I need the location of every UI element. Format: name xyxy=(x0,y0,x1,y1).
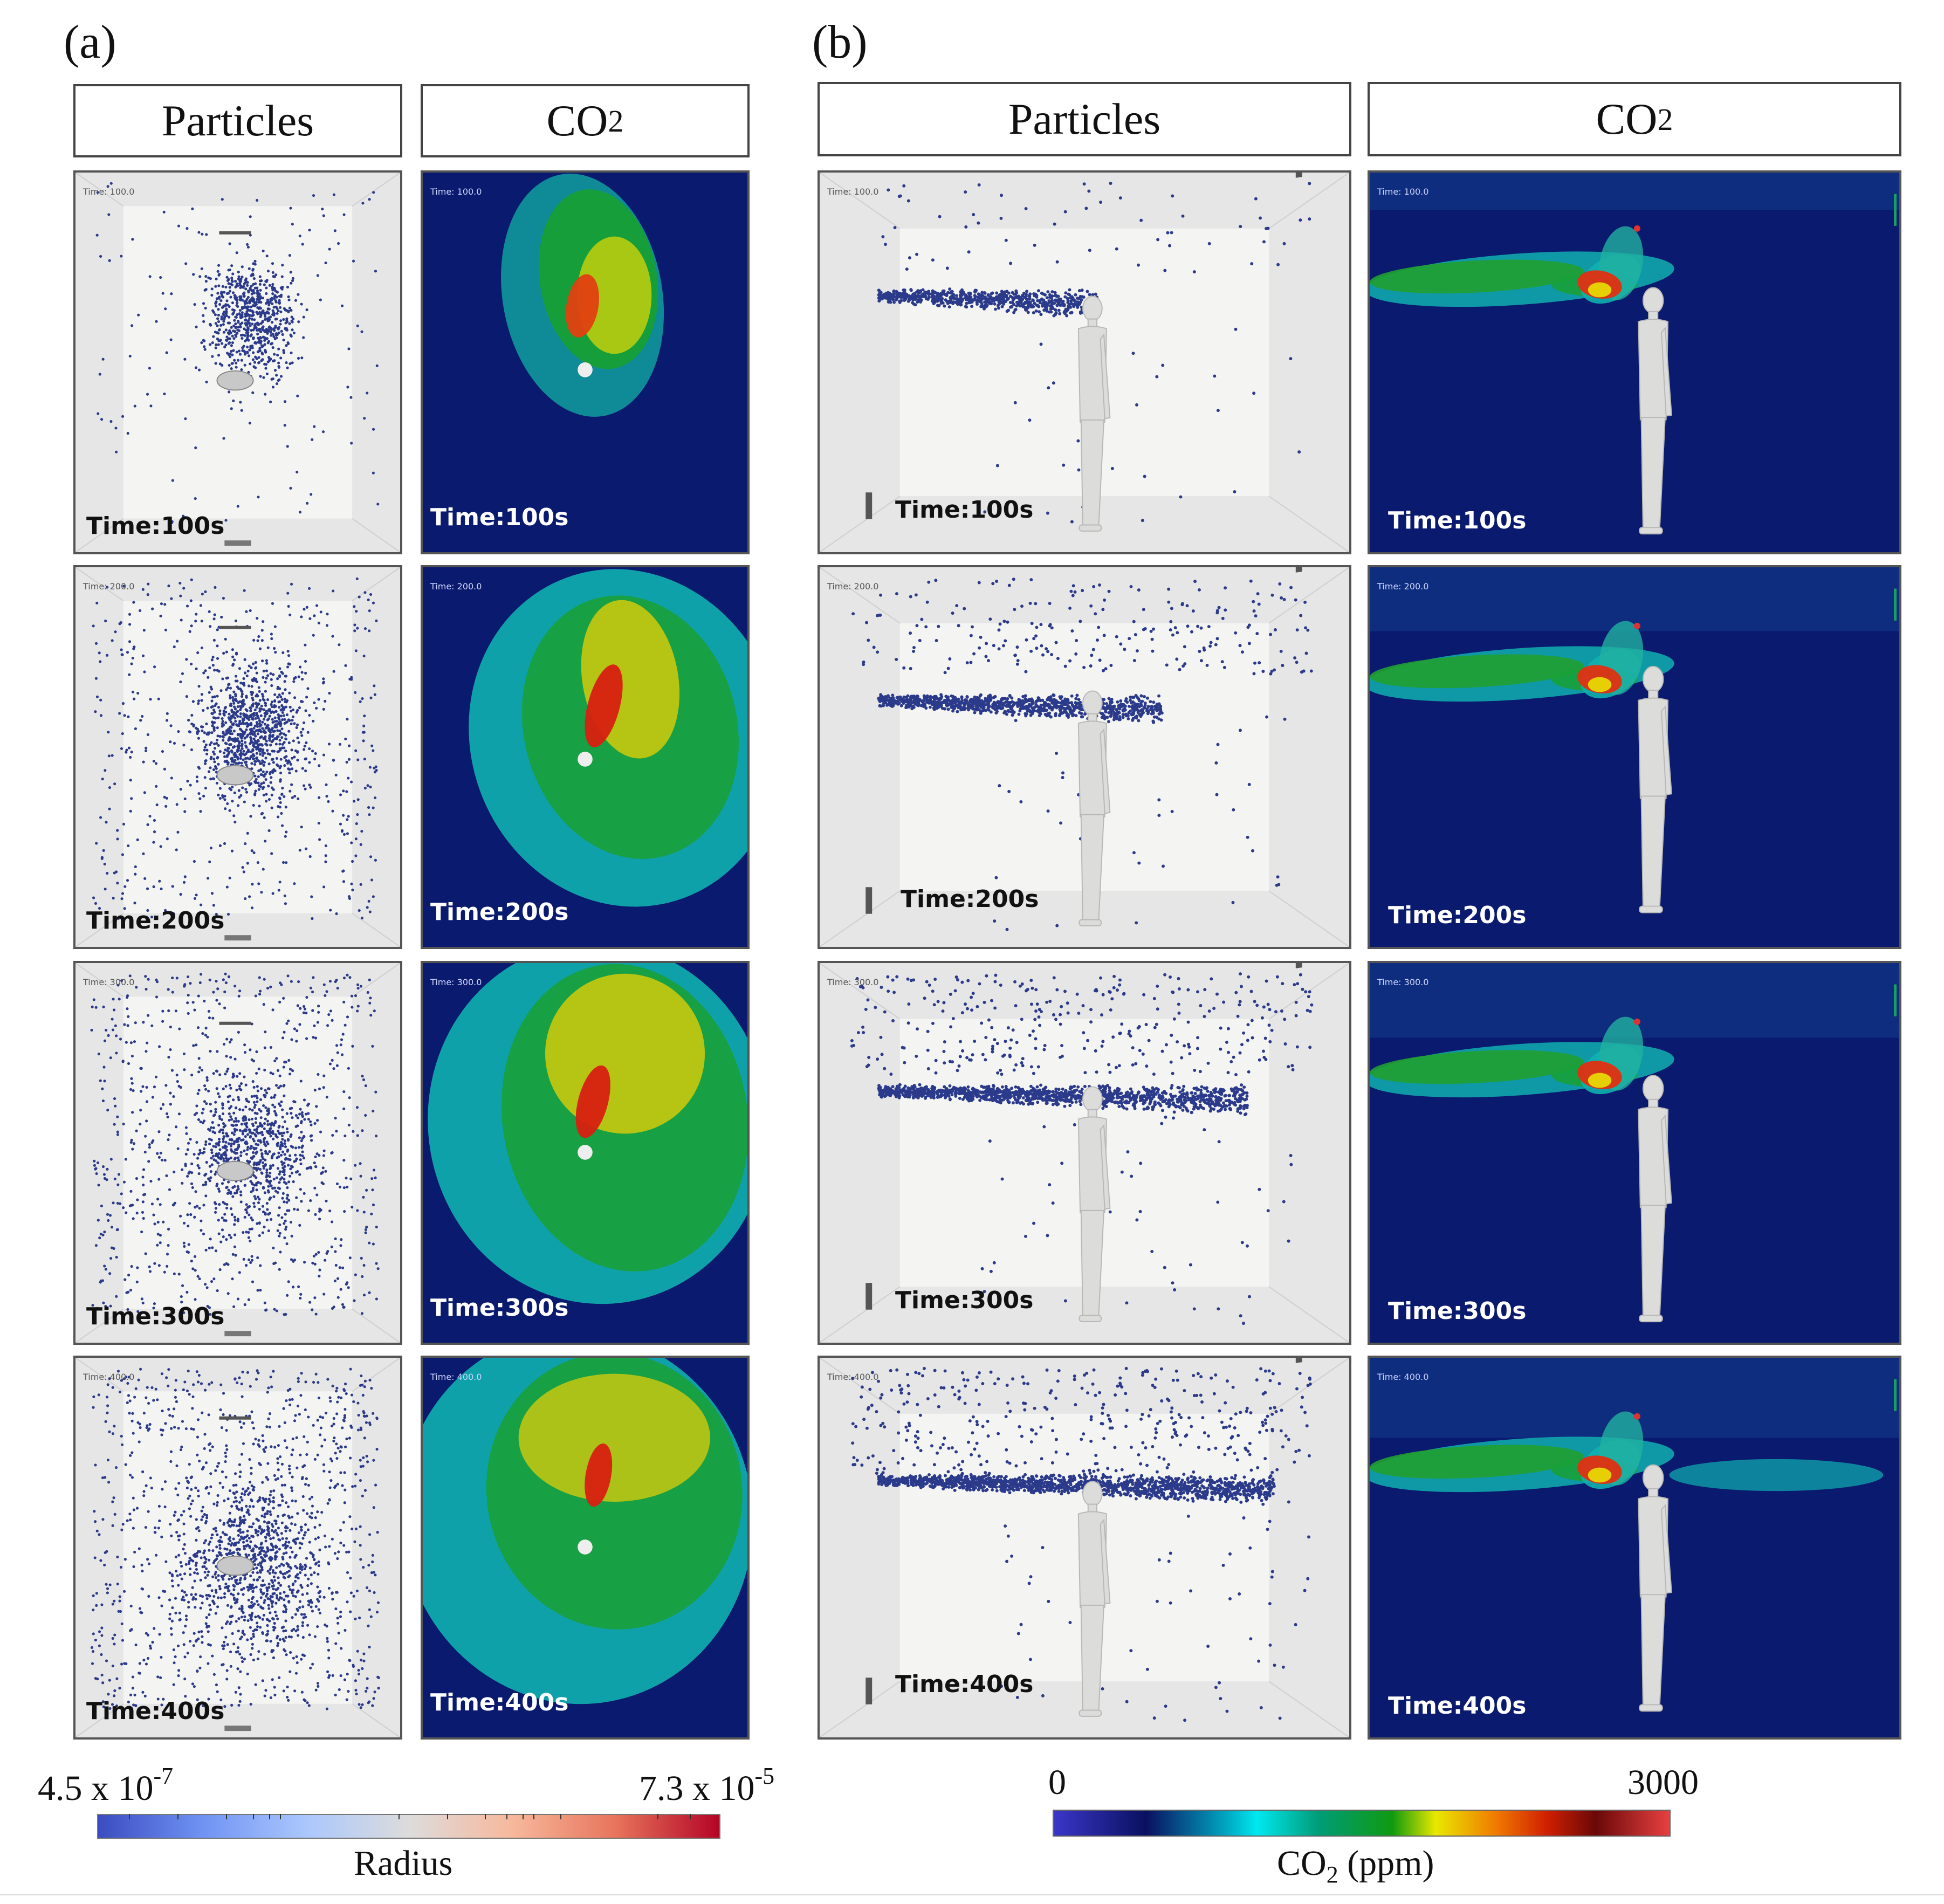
small-time-label: Time: 200.0 xyxy=(430,581,482,592)
time-label: Time:400s xyxy=(430,1689,569,1716)
panel-b-co2-1: Time:100s Time: 100.0 xyxy=(1368,170,1901,554)
time-label: Time:200s xyxy=(86,907,225,934)
small-time-label: Time: 300.0 xyxy=(827,977,879,987)
particle-cloud xyxy=(95,182,380,524)
radius-colorbar-max: 7.3 x 10-5 xyxy=(639,1763,775,1808)
header-a-co2: CO 2 xyxy=(421,84,750,157)
panel-b-co2-2: Time:200s Time: 200.0 xyxy=(1368,565,1901,949)
particle-plume xyxy=(167,1050,326,1241)
panel-b-particles-3: Time:300s Time: 300.0 xyxy=(818,961,1351,1345)
header-b-particles: Particles xyxy=(818,82,1351,156)
human-figure xyxy=(1638,1464,1672,1712)
particle-jet xyxy=(877,1083,1249,1116)
time-label: Time:100s xyxy=(86,512,225,540)
time-label: Time:200s xyxy=(901,885,1039,913)
time-label: Time:300s xyxy=(430,1294,569,1322)
human-figure xyxy=(1638,1075,1672,1323)
time-label: Time:200s xyxy=(1388,902,1527,929)
small-time-label: Time: 300.0 xyxy=(83,977,135,987)
human-figure xyxy=(1077,1481,1111,1717)
time-label: Time:300s xyxy=(1388,1297,1527,1325)
panel-b-co2-3: Time:300s Time: 300.0 xyxy=(1368,961,1901,1345)
panel-a-particles-2: Time:200s Time: 200.0 xyxy=(73,565,402,949)
small-time-label: Time: 400.0 xyxy=(1377,1372,1429,1382)
panel-a-particles-3: Time:300s Time: 300.0 xyxy=(73,961,402,1345)
particle-jet xyxy=(877,287,1099,319)
particle-cloud xyxy=(980,1104,1293,1325)
small-time-label: Time: 200.0 xyxy=(83,581,135,592)
radius-colorbar-ticks xyxy=(129,1814,691,1819)
small-time-label: Time: 100.0 xyxy=(1377,187,1429,197)
panel-b-particles-2: Time:200s Time: 200.0 xyxy=(818,565,1351,949)
time-label: Time:400s xyxy=(86,1697,225,1725)
panel-a-particles-1: Time:100s Time: 100.0 xyxy=(73,170,402,554)
small-time-label: Time: 400.0 xyxy=(827,1372,879,1382)
small-time-label: Time: 300.0 xyxy=(430,977,482,987)
co2-colorbar-min: 0 xyxy=(1048,1763,1066,1802)
particle-cloud xyxy=(993,699,1287,931)
time-label: Time:400s xyxy=(1388,1692,1527,1720)
small-time-label: Time: 400.0 xyxy=(430,1372,482,1382)
particle-cloud xyxy=(851,578,1313,676)
panel-b-particles-1: Time:100s Time: 100.0 xyxy=(818,170,1351,554)
time-label: Time:100s xyxy=(1388,507,1527,534)
human-figure xyxy=(1077,1086,1111,1322)
small-time-label: Time: 100.0 xyxy=(827,187,879,197)
panel-a-particles-4: Time:400s Time: 400.0 xyxy=(73,1356,402,1740)
particle-plume xyxy=(192,243,308,396)
panel-a-co2-4: Time:400s Time: 400.0 xyxy=(421,1356,750,1740)
time-label: Time:100s xyxy=(430,504,569,531)
small-time-label: Time: 100.0 xyxy=(430,187,482,197)
particle-cloud xyxy=(1000,1489,1310,1722)
particle-jet xyxy=(877,1473,1276,1506)
panel-a-co2-1: Time:100s Time: 100.0 xyxy=(421,170,750,554)
panel-b-label: (b) xyxy=(812,16,868,68)
particle-cloud xyxy=(90,972,380,1316)
co2-colorbar-max: 3000 xyxy=(1627,1763,1699,1802)
small-time-label: Time: 200.0 xyxy=(827,581,879,592)
human-figure xyxy=(1638,287,1672,535)
panel-b-particles-4: Time:400s Time: 400.0 xyxy=(818,1356,1351,1740)
small-time-label: Time: 100.0 xyxy=(83,187,135,197)
particle-cloud xyxy=(881,182,1311,274)
human-figure xyxy=(1077,295,1111,532)
panel-a-co2-2: Time:200s Time: 200.0 xyxy=(421,565,750,949)
time-label: Time:300s xyxy=(895,1287,1034,1314)
time-label: Time:300s xyxy=(86,1303,225,1330)
bottom-rule xyxy=(0,1894,1944,1895)
particle-cloud xyxy=(851,1366,1312,1476)
time-label: Time:100s xyxy=(895,496,1034,524)
particle-plume xyxy=(182,646,320,819)
particle-cloud xyxy=(850,972,1314,1076)
small-time-label: Time: 300.0 xyxy=(1377,977,1429,987)
header-b-co2: CO 2 xyxy=(1368,82,1901,156)
panel-a-label: (a) xyxy=(64,16,116,68)
radius-colorbar-title: Radius xyxy=(354,1844,453,1883)
header-a-particles: Particles xyxy=(73,84,402,157)
panel-a-co2-3: Time:300s Time: 300.0 xyxy=(421,961,750,1345)
small-time-label: Time: 400.0 xyxy=(83,1372,135,1382)
time-label: Time:400s xyxy=(895,1671,1034,1698)
co2-colorbar xyxy=(1053,1810,1671,1837)
small-time-label: Time: 200.0 xyxy=(1377,581,1429,592)
co2-colorbar-title: CO2 (ppm) xyxy=(1277,1844,1434,1888)
time-label: Time:200s xyxy=(430,898,569,926)
human-figure xyxy=(1077,690,1111,926)
human-figure xyxy=(1638,665,1672,913)
radius-colorbar xyxy=(97,1814,720,1839)
radius-colorbar-min: 4.5 x 10-7 xyxy=(38,1763,174,1808)
panel-b-co2-4: Time:400s Time: 400.0 xyxy=(1368,1356,1901,1740)
